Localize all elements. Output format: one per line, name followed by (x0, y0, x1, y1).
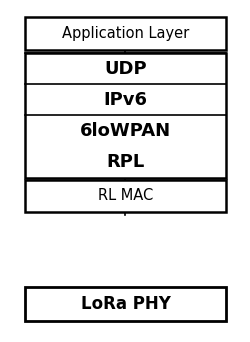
Text: IPv6: IPv6 (103, 91, 147, 109)
Text: UDP: UDP (104, 60, 146, 78)
Text: Application Layer: Application Layer (62, 26, 188, 41)
Text: 6loWPAN: 6loWPAN (80, 122, 170, 140)
Text: LoRa PHY: LoRa PHY (80, 295, 170, 313)
Text: RL MAC: RL MAC (98, 188, 152, 203)
FancyBboxPatch shape (25, 180, 225, 212)
FancyBboxPatch shape (25, 287, 225, 321)
Text: RPL: RPL (106, 153, 144, 171)
FancyBboxPatch shape (25, 53, 225, 178)
FancyBboxPatch shape (25, 17, 225, 50)
